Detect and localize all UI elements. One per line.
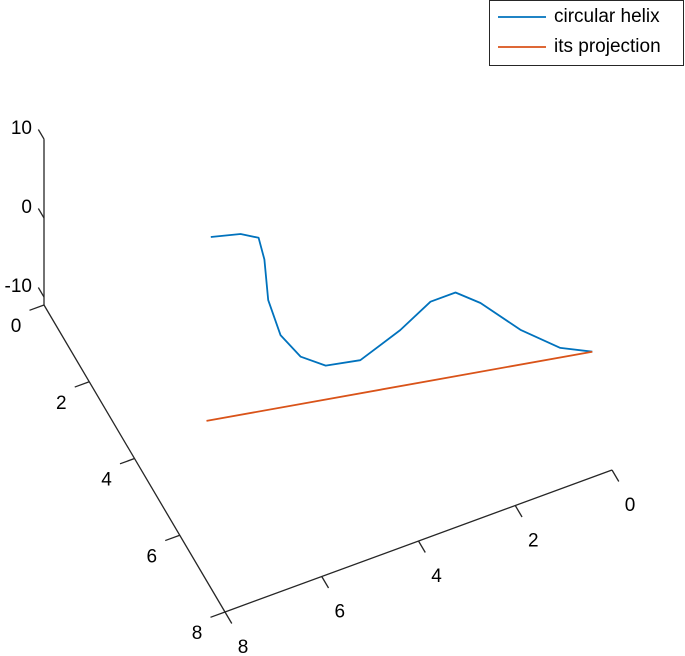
y-tick (119, 457, 135, 465)
x-tick (321, 576, 330, 589)
series-line (206, 350, 593, 422)
x-tick-label: 0 (625, 495, 636, 516)
x-tick-label: 4 (431, 566, 442, 587)
y-tick-label: 4 (101, 470, 112, 491)
x-tick (514, 505, 523, 518)
legend-label: its projection (554, 36, 661, 57)
legend-label: circular helix (554, 6, 660, 27)
z-tick (37, 129, 45, 140)
y-tick (210, 611, 226, 618)
y-tick-label: 0 (11, 316, 22, 337)
z-tick-label: -10 (5, 276, 32, 297)
z-tick (37, 287, 45, 298)
x-tick-label: 8 (238, 637, 249, 656)
z-tick (37, 208, 45, 219)
x-tick (611, 469, 620, 482)
y-tick-label: 2 (56, 393, 67, 414)
series-line (210, 233, 593, 367)
z-tick-label: 0 (21, 197, 32, 218)
y-tick-label: 6 (146, 546, 157, 567)
y-tick (29, 304, 45, 311)
z-tick-label: 10 (11, 118, 32, 139)
x-tick (417, 540, 426, 553)
legend-box (489, 0, 684, 66)
x-tick-label: 6 (334, 602, 345, 623)
y-tick (165, 534, 180, 542)
x-tick-label: 2 (528, 531, 539, 552)
x-tick (224, 611, 233, 624)
y-tick (74, 381, 90, 388)
y-tick-label: 8 (192, 623, 203, 644)
